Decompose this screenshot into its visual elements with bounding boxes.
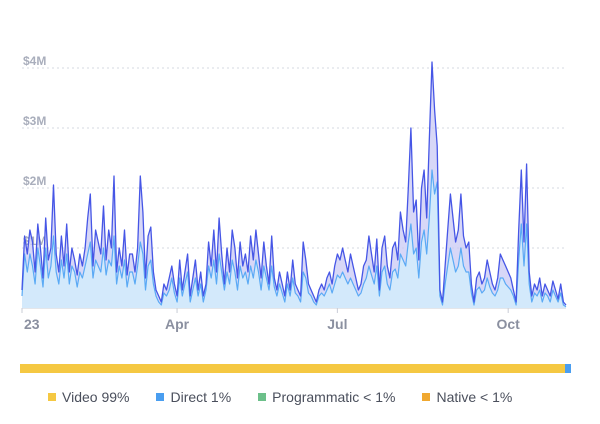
y-tick-label: $2M — [23, 174, 46, 188]
legend-label-native: Native < 1% — [436, 389, 513, 405]
native-swatch — [422, 393, 431, 401]
x-tick-label: Jul — [327, 316, 347, 332]
legend-label-direct: Direct 1% — [170, 389, 232, 405]
inner-line — [21, 169, 567, 308]
legend-label-programmatic: Programmatic < 1% — [272, 389, 396, 405]
y-tick-label: $4M — [23, 54, 46, 68]
x-tick-label: 23 — [24, 316, 40, 332]
inner-area — [22, 170, 566, 308]
legend-item-direct[interactable]: Direct 1% — [156, 389, 231, 405]
video-swatch — [48, 393, 56, 401]
channel-share-bar — [20, 364, 571, 373]
y-tick-label: $3M — [23, 114, 46, 128]
direct-swatch — [156, 393, 165, 401]
x-tick-label: Oct — [497, 316, 521, 332]
total-line — [21, 61, 567, 306]
channel-legend: Video 99% Direct 1% Programmatic < 1% Na… — [48, 389, 539, 405]
legend-item-native[interactable]: Native < 1% — [422, 389, 512, 405]
programmatic-swatch — [258, 393, 267, 401]
x-tick-label: Apr — [165, 316, 190, 332]
legend-item-video[interactable]: Video 99% — [48, 389, 129, 405]
legend-item-programmatic[interactable]: Programmatic < 1% — [258, 389, 395, 405]
share-segment-video — [20, 364, 565, 373]
share-segment-direct — [565, 364, 571, 373]
legend-label-video: Video 99% — [62, 389, 130, 405]
